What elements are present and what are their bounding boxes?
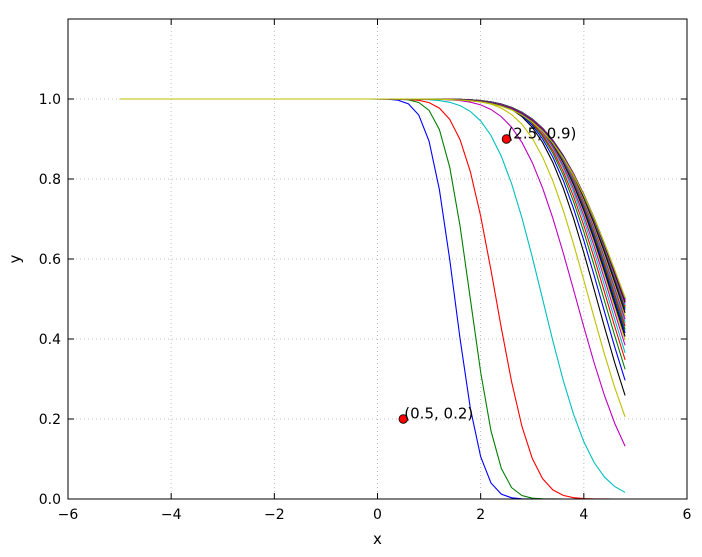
curve-series-32 (119, 98, 626, 298)
x-tick-label: 0 (373, 507, 382, 523)
x-tick-label: −2 (264, 507, 285, 523)
x-tick-label: 2 (476, 507, 485, 523)
x-tick-label: −6 (58, 507, 79, 523)
y-tick-label: 0.2 (39, 412, 61, 428)
point-label-2: (0.5, 0.2) (404, 405, 473, 423)
point-marker-1 (501, 134, 512, 144)
x-axis-label: x (373, 530, 382, 548)
x-tick-label: −4 (161, 507, 182, 523)
x-tick-label: 4 (579, 507, 588, 523)
y-tick-label: 0.0 (39, 492, 61, 508)
y-axis-label: y (6, 254, 24, 263)
point-marker-2 (398, 414, 408, 424)
axis-ticks: −6 −4 −2 0 2 4 6 0.0 0.2 0.4 0.6 0.8 1.0 (39, 19, 692, 523)
point-label-1: (2.5, 0.9) (507, 125, 576, 143)
curve-series-group (119, 98, 626, 500)
y-tick-label: 0.4 (39, 332, 61, 348)
annotated-points: (2.5, 0.9) (0.5, 0.2) (398, 125, 576, 424)
y-tick-label: 0.6 (39, 252, 61, 268)
y-tick-label: 0.8 (39, 172, 61, 188)
x-tick-label: 6 (683, 507, 692, 523)
y-tick-label: 1.0 (39, 92, 61, 108)
